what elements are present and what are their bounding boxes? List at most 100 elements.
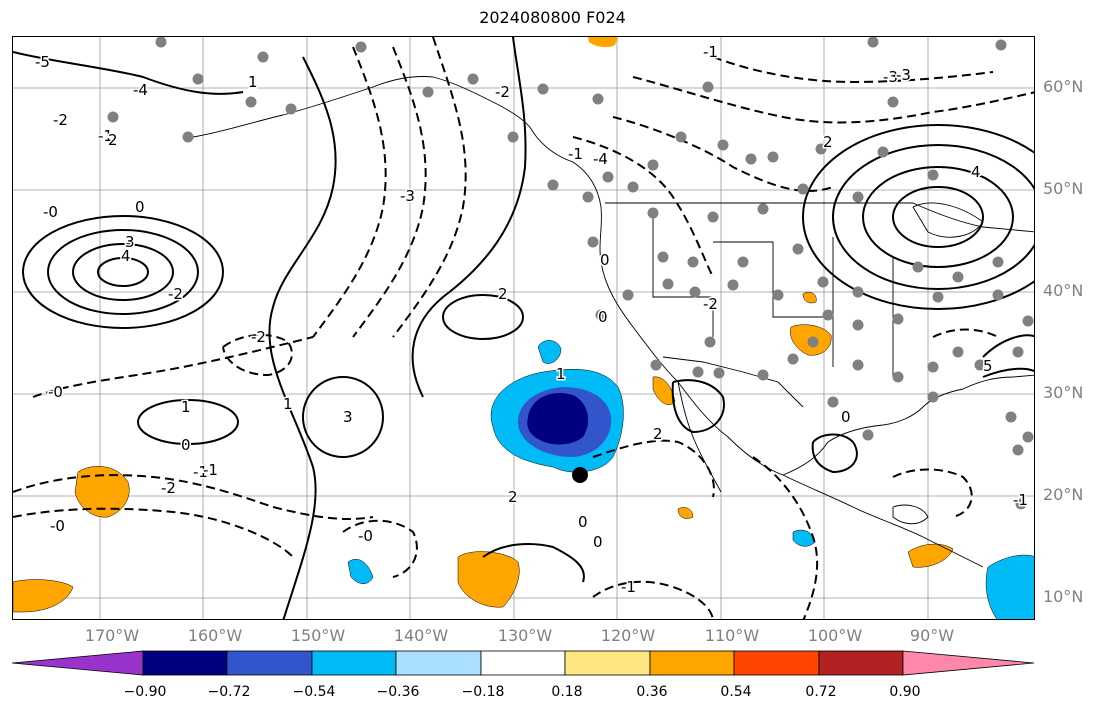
lat-label-20: 20°N [1043,485,1084,504]
contour-label: 2 [498,285,508,303]
colorbar [12,650,1035,676]
contour-label: -2 [251,328,266,346]
orange-anomaly-central-am [907,543,954,568]
dashed-contour-17 [932,328,999,338]
dashed-contour-13 [592,580,714,619]
contour-label: 2 [508,488,518,506]
colorbar-cell [818,650,904,676]
dashed-contour-8 [612,116,834,192]
contour-label: -1 [98,127,113,145]
shaded-regions [13,37,1034,619]
state-line-1 [652,212,714,337]
colorbar-tick-3: −0.54 [292,684,336,700]
coastlines [192,76,1034,568]
contour-label: -2 [495,83,510,101]
lat-label-10: 10°N [1043,587,1084,606]
lon-label-130w: 130°W [497,626,553,645]
contour-label: 5 [983,357,993,375]
dashed-contour-2 [352,46,427,338]
contour-label: -2 [161,479,176,497]
blue-anomaly-small-1 [347,559,374,584]
dashed-contour-4 [13,474,374,520]
map-panel: -5 -4 -2 -1 -0 3 4 2 1 -3 4 2 0 -2 -0 1 0 -1 -2 -0 0 -0 2 -2 1 0-… [12,36,1035,620]
lat-label-60: 60°N [1043,77,1084,96]
dashed-contour-11 [592,439,715,498]
dashed-contour-3 [392,37,467,338]
colorbar-cell [226,650,313,676]
contour-ring-e4 [802,124,1034,310]
contour-label: 1 [283,395,293,413]
solid-contour-ridge [268,56,337,619]
colorbar-cells [12,650,1035,676]
dashed-contours [13,37,1034,619]
contour-label: -1 [203,461,218,479]
contour-label: 0 [181,436,191,454]
contour-label: -3 [896,66,911,84]
contour-ring-w1 [97,257,149,287]
colorbar-tick-10: 0.90 [889,684,921,700]
contour-ring-e2 [862,166,1014,268]
lon-label-120w: 120°W [600,626,656,645]
colorbar-cell [649,650,735,676]
colorbar-tick-9: 0.72 [805,684,837,700]
lat-label-50: 50°N [1043,179,1084,198]
contour-label: -3 [883,68,898,86]
orange-anomaly-south [457,551,520,608]
contour-label: -0 [358,527,373,545]
colorbar-cell [902,650,1035,676]
contour-label: -2 [168,285,183,303]
colorbar-tick-6: 0.18 [551,684,583,700]
contour-label: -1 [193,463,208,481]
dashed-contour-7 [572,136,714,278]
colorbar-cell [395,650,482,676]
dashed-contour-1 [312,46,387,338]
contour-label: -4 [593,150,608,168]
dashed-contour-15 [222,334,293,377]
contour-label: -3 [400,187,415,205]
contour-label: 0 [593,533,603,551]
blue-anomaly-small-2 [792,529,816,547]
orange-anomaly-topcenter [588,37,618,48]
colorbar-tick-2: −0.72 [207,684,251,700]
dashed-contour-16 [892,468,973,518]
contour-label: 0 [598,308,608,326]
contour-label: 2 [108,131,118,149]
contour-label: -1 [621,578,636,596]
contour-ring-w2 [72,243,174,301]
contour-ring-e1 [892,186,984,248]
dashed-contour-6 [32,336,314,398]
solid-contour-south [482,543,585,583]
contour-ring-c2 [302,376,384,458]
alaska-coast [192,76,534,138]
contour-label: 0 [841,408,851,426]
colorbar-cell [564,650,651,676]
blue-anomaly-north [537,340,562,364]
us-canada-border [605,202,1034,233]
solid-contour-topleft [13,51,244,95]
contour-ring-w3 [47,229,199,315]
colorbar-cell [12,650,144,676]
north-america-west-coast [532,131,984,568]
contour-ring-w4 [22,215,224,329]
gulf-coast [782,374,1034,476]
lon-label-100w: 100°W [807,626,863,645]
map-title: 2024080800 F024 [479,8,626,27]
dashed-contour-14 [342,519,418,578]
contour-label: -2 [53,111,68,129]
dashed-contour-10 [712,56,994,84]
solid-contour-ridge-2 [411,37,527,398]
blue-anomaly-core [527,393,589,445]
colorbar-tick-4: −0.36 [376,684,420,700]
colorbar-tick-8: 0.54 [720,684,752,700]
lat-label-40: 40°N [1043,281,1084,300]
colorbar-cell [480,650,566,676]
colorbar-tick-1: −0.90 [123,684,167,700]
blue-anomaly-east [985,554,1034,619]
contour-label: -0 [43,203,58,221]
lat-label-30: 30°N [1043,383,1084,402]
baja-peninsula [677,381,722,493]
contour-ring-e3 [832,144,1034,290]
contour-label: -0 [48,383,63,401]
solid-contour-mexico [671,379,725,434]
yucatan [892,504,929,525]
